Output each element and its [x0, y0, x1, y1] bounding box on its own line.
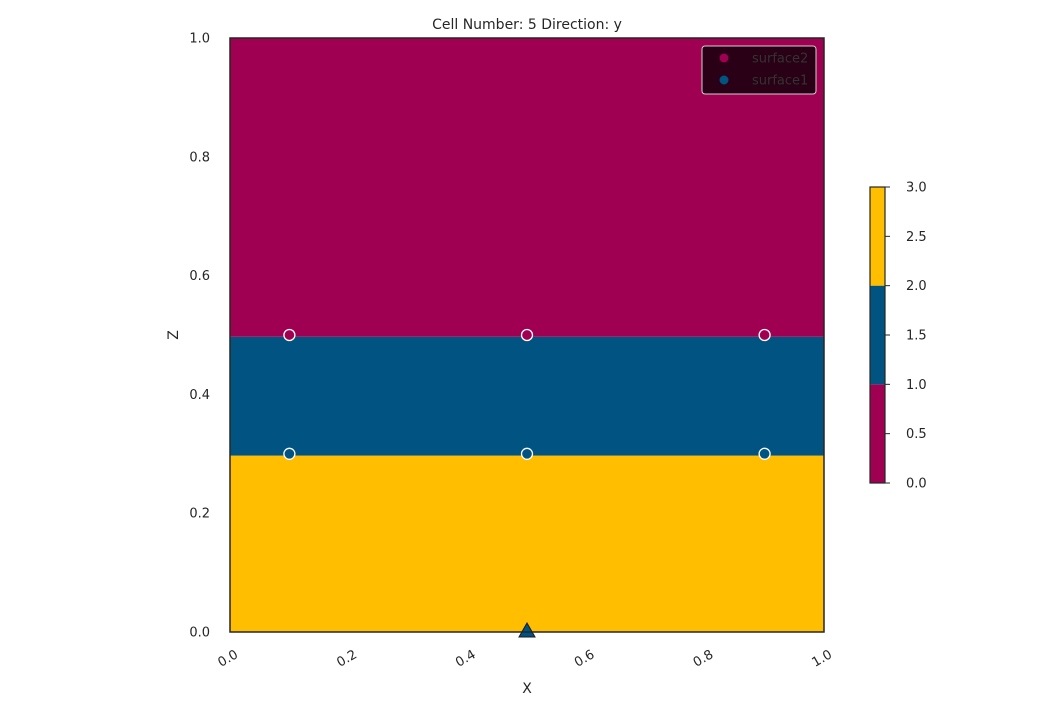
x-tick-label-0.8: 0.8	[691, 647, 716, 670]
surface1-point-1	[283, 447, 296, 460]
legend-marker-surface2	[719, 53, 729, 63]
colorbar-tick-label-2.0: 2.0	[906, 279, 927, 294]
surface2-point-2	[520, 328, 534, 342]
colorbar-tick-label-2.5: 2.5	[906, 230, 927, 245]
x-axis-label: X	[522, 681, 532, 697]
y-tick-label-0.8: 0.8	[189, 150, 210, 165]
x-tick-label-0.4: 0.4	[453, 647, 478, 670]
x-tick-label-0.2: 0.2	[334, 647, 359, 670]
x-axis: 0.0 0.2 0.4 0.6 0.8 1.0	[216, 647, 835, 670]
legend: surface2 surface1	[701, 45, 817, 95]
legend-label-surface2: surface2	[752, 52, 808, 67]
colorbar-segment-1	[870, 384, 885, 483]
surface2-point-1	[283, 328, 296, 342]
x-tick-label-1.0: 1.0	[810, 647, 835, 670]
colorbar-tick-label-0.5: 0.5	[906, 427, 927, 442]
orientation-marker-1	[518, 621, 536, 638]
surface1-point-2	[520, 447, 534, 460]
legend-box	[701, 45, 817, 95]
legend-marker-surface1	[719, 75, 729, 85]
plot-frame	[229, 37, 825, 633]
plot-area	[230, 38, 824, 632]
orientation-marker-group	[518, 621, 536, 638]
x-tick-label-0.6: 0.6	[572, 647, 597, 670]
y-tick-label-0.2: 0.2	[189, 507, 210, 522]
y-tick-label-1.0: 1.0	[189, 32, 210, 47]
layer-3	[230, 455, 824, 632]
y-tick-label-0.0: 0.0	[189, 626, 210, 641]
colorbar-tick-label-1.5: 1.5	[906, 329, 927, 344]
point-group	[283, 328, 771, 460]
colorbar-segment-3	[870, 187, 885, 286]
chart-title: Cell Number: 5 Direction: y	[432, 17, 622, 33]
surface2-point-3	[758, 328, 771, 342]
y-axis: 0.0 0.2 0.4 0.6 0.8 1.0	[189, 32, 210, 641]
y-tick-label-0.6: 0.6	[189, 269, 210, 284]
y-tick-label-0.4: 0.4	[189, 388, 210, 403]
colorbar-tick-label-1.0: 1.0	[906, 378, 927, 393]
surface1-point-3	[758, 447, 771, 460]
colorbar: 0.0 0.5 1.0 1.5 2.0 2.5 3.0	[869, 181, 927, 492]
colorbar-tick-label-3.0: 3.0	[906, 181, 927, 196]
colorbar-tick-label-0.0: 0.0	[906, 477, 927, 492]
legend-label-surface1: surface1	[752, 74, 808, 89]
x-tick-label-0.0: 0.0	[216, 647, 241, 670]
y-axis-label: Z	[166, 330, 182, 340]
colorbar-segment-2	[870, 285, 885, 385]
layer-2	[230, 336, 824, 456]
